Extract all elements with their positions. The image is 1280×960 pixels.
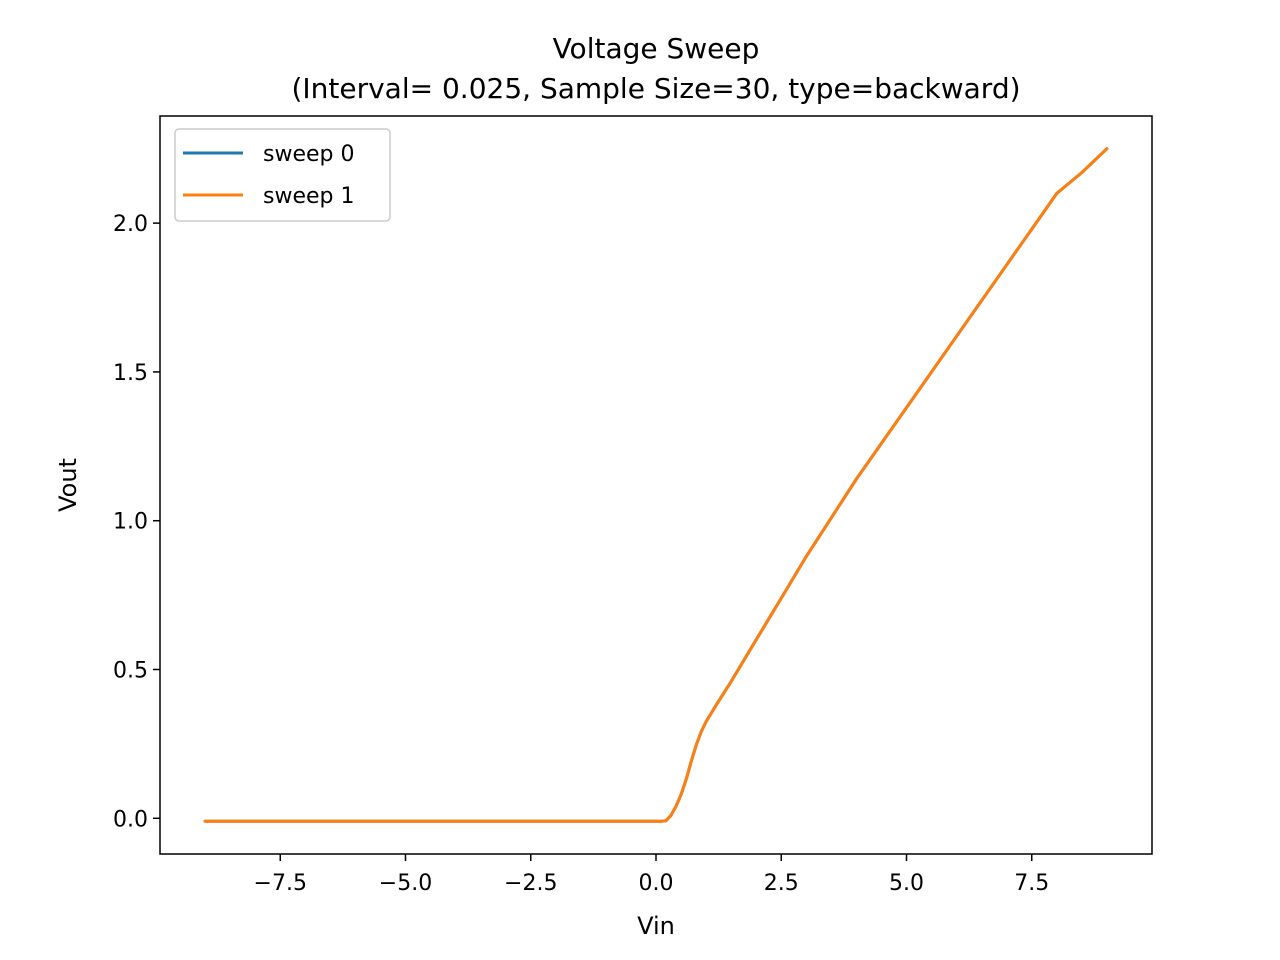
- x-tick-label: 2.5: [764, 871, 799, 896]
- chart-subtitle: (Interval= 0.025, Sample Size=30, type=b…: [291, 72, 1020, 105]
- x-tick-label: −5.0: [379, 871, 432, 896]
- x-tick-label: −2.5: [504, 871, 557, 896]
- y-axis-ticks: 0.0 0.5 1.0 1.5 2.0: [113, 212, 160, 832]
- y-tick-label: 0.0: [113, 807, 148, 832]
- x-tick-label: 7.5: [1014, 871, 1049, 896]
- x-axis-ticks: −7.5 −5.0 −2.5 0.0 2.5 5.0 7.5: [254, 854, 1049, 896]
- y-axis-label: Vout: [54, 458, 82, 512]
- legend-label-sweep-0: sweep 0: [263, 142, 354, 167]
- x-axis-label: Vin: [637, 912, 675, 940]
- y-tick-label: 1.0: [113, 510, 148, 535]
- x-tick-label: −7.5: [254, 871, 307, 896]
- series-line-sweep-1: [203, 147, 1109, 823]
- y-tick-label: 2.0: [113, 212, 148, 237]
- x-tick-label: 0.0: [639, 871, 674, 896]
- y-tick-label: 1.5: [113, 361, 148, 386]
- x-tick-label: 5.0: [889, 871, 924, 896]
- legend: sweep 0 sweep 1: [174, 128, 391, 222]
- chart-title: Voltage Sweep: [553, 32, 760, 65]
- plot-layer: [203, 147, 1109, 823]
- y-tick-label: 0.5: [113, 659, 148, 684]
- legend-label-sweep-1: sweep 1: [263, 184, 354, 209]
